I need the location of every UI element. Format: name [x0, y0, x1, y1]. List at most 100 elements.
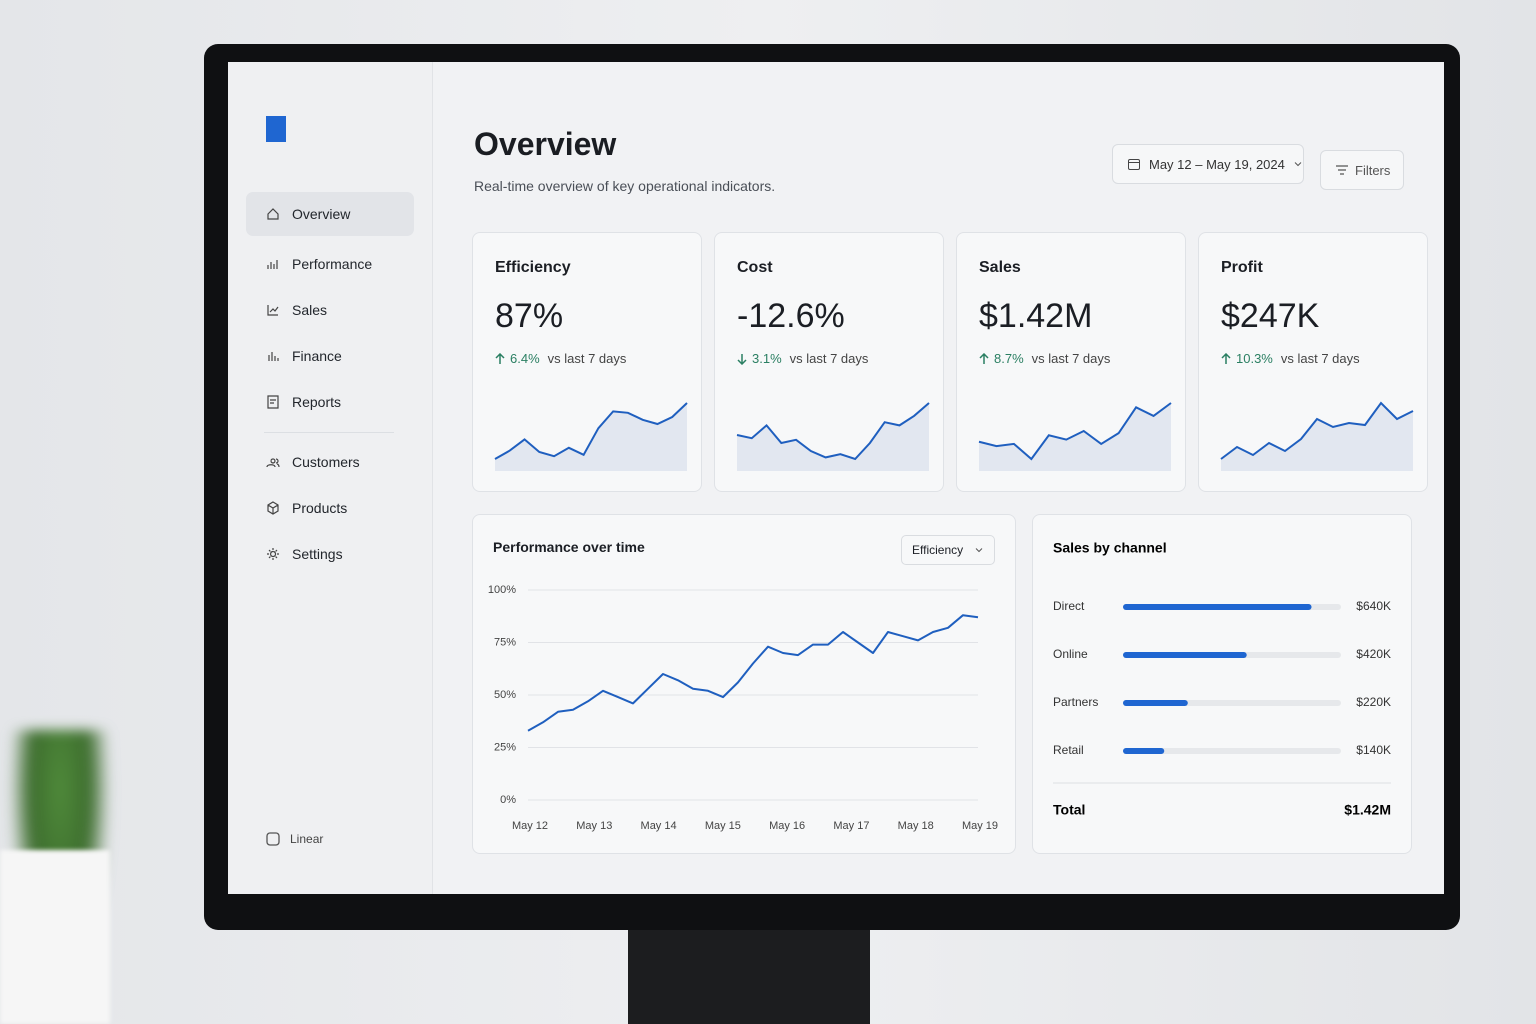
performance-card: Performance over time Efficiency 0% 25% 50… — [472, 514, 1016, 854]
kpi-change-value: 3.1% — [752, 351, 782, 366]
kpi-card: Cost -12.6% 3.1% vs last 7 days — [714, 232, 944, 492]
performance-chart: 0% 25% 50% 75% 100% May 12 May 13 May 14 May 15 M… — [488, 584, 998, 832]
kpi-change: 8.7% vs last 7 days — [979, 351, 1110, 366]
kpi-comparison: vs last 7 days — [1280, 351, 1360, 366]
channel-chart: Sales by channel Direct $640K Online $420K Pa… — [1053, 540, 1391, 818]
performance-title: Performance over time — [493, 539, 645, 555]
filter-icon — [1336, 165, 1348, 175]
calendar-icon — [1128, 159, 1140, 170]
chevron — [1294, 162, 1302, 167]
trend-arrow-path — [979, 352, 989, 364]
filters-label: Filters — [1355, 162, 1391, 178]
nav-icon-path — [267, 305, 279, 316]
date-range-button[interactable]: May 12 – May 19, 2024 — [1112, 144, 1304, 184]
nav-icon-path — [267, 395, 279, 409]
sparkline-line — [736, 402, 930, 461]
nav-label: Products — [292, 500, 348, 516]
kpi-value: $1.42M — [979, 297, 1093, 335]
nav-icon — [268, 352, 279, 361]
nav-label: Sales — [292, 302, 328, 318]
trend-arrow-path — [737, 353, 747, 365]
nav-item[interactable]: Customers — [246, 440, 414, 484]
kpi-title: Efficiency — [495, 259, 571, 276]
nav-item[interactable]: Products — [246, 486, 414, 530]
logo — [266, 116, 286, 142]
kpi-value: $247K — [1221, 297, 1320, 335]
y-tick-label: 50% — [494, 689, 516, 701]
page-title: Overview — [474, 126, 617, 162]
kpi-title: Cost — [737, 259, 773, 276]
sparkline — [978, 402, 1172, 471]
kpi-comparison: vs last 7 days — [789, 351, 869, 366]
nav-item[interactable]: Overview — [246, 192, 414, 236]
metric-select[interactable]: Efficiency — [901, 535, 995, 565]
nav-icon — [267, 260, 278, 269]
channel-label: Retail — [1053, 743, 1084, 757]
pot — [0, 850, 110, 1024]
channel-value: $640K — [1356, 599, 1391, 613]
nav-item[interactable]: Finance — [246, 334, 414, 378]
channel-label: Direct — [1053, 599, 1085, 613]
y-tick-label: 25% — [494, 741, 516, 753]
nav-icon-path — [268, 352, 279, 361]
kpi-change: 10.3% vs last 7 days — [1221, 351, 1360, 366]
sparkline-area — [495, 403, 687, 471]
filters-button[interactable]: Filters — [1320, 150, 1404, 190]
trend-arrow-path — [1221, 352, 1231, 364]
chevron — [975, 548, 983, 553]
nav-label: Performance — [292, 256, 373, 272]
bar — [1123, 652, 1247, 658]
sparkline-line — [1220, 401, 1414, 460]
y-tick-label: 0% — [500, 794, 516, 806]
y-tick-label: 100% — [488, 584, 516, 596]
performance-line — [527, 614, 979, 732]
monitor-stand — [628, 920, 870, 1024]
nav-item[interactable]: Sales — [246, 288, 414, 332]
x-tick-label: May 16 — [769, 820, 805, 832]
channel-title: Sales by channel — [1053, 540, 1167, 556]
trend-arrow — [1221, 352, 1231, 364]
nav-label: Customers — [292, 454, 360, 470]
bar — [1123, 700, 1188, 706]
channel-card: Sales by channel Direct $640K Online $420K Pa… — [1032, 514, 1412, 854]
sparkline-area — [1221, 403, 1413, 471]
kpi-comparison: vs last 7 days — [1031, 351, 1111, 366]
nav-item[interactable]: Settings — [246, 532, 414, 576]
channel-label: Partners — [1053, 695, 1098, 709]
x-tick-label: May 19 — [962, 820, 998, 832]
nav-label: Reports — [292, 394, 342, 410]
bar-track — [1123, 748, 1341, 754]
trend-arrow-path — [495, 352, 505, 364]
nav-icon-path — [267, 260, 278, 269]
trend-arrow — [979, 352, 989, 364]
sparkline — [736, 402, 930, 471]
nav-divider — [264, 432, 394, 433]
x-tick-label: May 17 — [833, 820, 869, 832]
sparkline — [494, 402, 688, 471]
kpi-card: Efficiency 87% 6.4% vs last 7 days — [472, 232, 702, 492]
kpi-change-value: 10.3% — [1236, 351, 1273, 366]
channel-label: Online — [1053, 647, 1088, 661]
nav-icon-path — [267, 208, 279, 220]
kpi-value: -12.6% — [737, 297, 845, 335]
date-range: May 12 – May 19, 2024 — [1149, 156, 1285, 172]
nav-label: Finance — [292, 348, 342, 364]
channel-value: $420K — [1356, 647, 1391, 661]
sparkline-area — [737, 403, 929, 471]
nav-item[interactable]: Reports — [246, 380, 414, 424]
kpi-title: Profit — [1221, 259, 1263, 276]
nav-icon — [267, 305, 279, 316]
nav-label: Settings — [292, 546, 343, 562]
nav-icon — [267, 501, 279, 515]
nav-icon — [266, 458, 280, 468]
x-tick-label: May 15 — [705, 820, 741, 832]
kpi-change-value: 8.7% — [994, 351, 1024, 366]
kpi-card: Profit $247K 10.3% vs last 7 days — [1198, 232, 1428, 492]
nav-icon — [267, 395, 279, 409]
x-tick-label: May 14 — [641, 820, 677, 832]
footer-icon — [266, 832, 280, 846]
channel-value: $140K — [1356, 743, 1391, 757]
metric-select-label: Efficiency — [912, 543, 964, 557]
nav-item[interactable]: Performance — [246, 242, 414, 286]
sparkline-area — [979, 403, 1171, 471]
